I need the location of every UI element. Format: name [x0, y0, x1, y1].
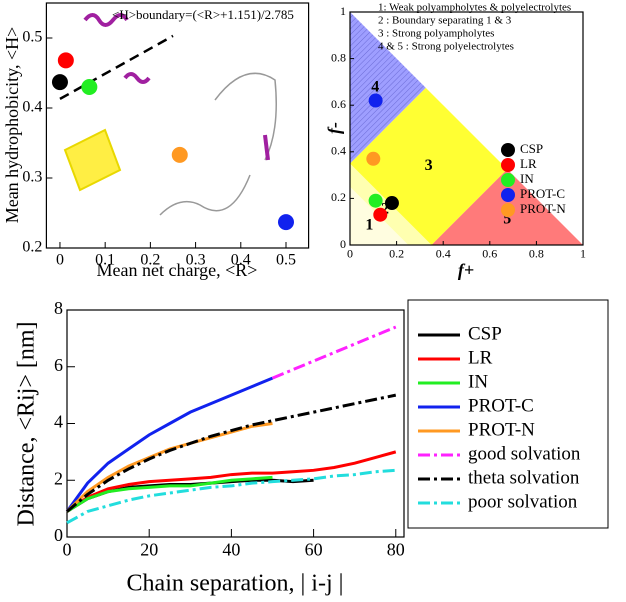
x-tick-label: 0.4: [436, 246, 451, 260]
x-tick-label: 60: [305, 540, 323, 560]
y-tick-label: 2: [54, 468, 63, 488]
point: [277, 214, 294, 231]
series-line: [271, 325, 397, 380]
note: 2 : Boundary separating 1 & 3: [378, 15, 512, 27]
y-tick-label: 0.8: [331, 50, 346, 64]
series-line: [66, 468, 396, 525]
region-label: 5: [503, 210, 511, 227]
y-tick-label: 0: [54, 525, 63, 545]
legend-label: IN: [520, 171, 534, 186]
helix-sketch: [263, 134, 270, 161]
sheet-sketch: [63, 128, 122, 192]
legend-marker: [501, 188, 515, 202]
note: 3 : Strong polyampholytes: [378, 28, 494, 40]
legend-label: theta solvation: [468, 467, 580, 488]
helix-sketch: [83, 13, 129, 27]
point: [81, 79, 98, 95]
y-tick-label: 0.2: [331, 190, 346, 204]
series-line: [65, 376, 274, 513]
point: [384, 196, 399, 211]
x-axis-label: Chain separation, | i-j |: [127, 571, 344, 597]
region: [350, 87, 508, 245]
region-hatch: [350, 12, 426, 164]
legend-label: LR: [520, 156, 537, 171]
y-tick-label: 1: [340, 4, 346, 18]
x-tick-label: 0.2: [140, 251, 160, 268]
annotation: <H>boundary=(<R>+1.151)/2.785: [112, 7, 294, 22]
point: [171, 146, 188, 163]
series-line: [66, 393, 397, 513]
x-tick-label: 1: [580, 246, 586, 260]
y-tick-label: 6: [54, 355, 63, 375]
x-tick-label: 0.1: [95, 251, 115, 268]
legend-label: PROT-N: [468, 419, 535, 440]
legend-label: CSP: [468, 323, 502, 344]
x-tick-label: 0.4: [231, 251, 251, 268]
legend-marker: [501, 158, 515, 172]
region-label: 4: [371, 78, 379, 95]
note: 4 & 5 : Strong polyelectrolytes: [378, 41, 514, 53]
protein-sketches: [63, 13, 277, 216]
y-tick-label: 0.2: [22, 239, 42, 256]
y-tick-label: 0.4: [331, 144, 346, 158]
point: [373, 207, 388, 222]
series-line: [65, 422, 273, 513]
x-tick-label: 0.3: [186, 251, 206, 268]
coil-sketch: [214, 72, 277, 161]
y-axis-label: Mean hydrophobicity, <H>: [2, 27, 22, 224]
x-tick-label: 0.2: [389, 246, 404, 260]
legend-marker: [501, 143, 515, 157]
point: [51, 74, 68, 91]
region-label: 2: [381, 201, 389, 218]
plot-frame: [349, 11, 584, 246]
region-label: 1: [365, 216, 373, 233]
series-line: [66, 450, 397, 513]
y-tick-label: 0.5: [22, 29, 42, 46]
y-axis-label: Distance, <Rij> [nm]: [14, 321, 40, 526]
legend-marker: [501, 173, 515, 187]
x-tick-label: 0: [63, 540, 72, 560]
x-tick-label: 40: [222, 540, 240, 560]
legend-label: LR: [468, 347, 493, 368]
legend-label: CSP: [520, 141, 543, 156]
legend-label: good solvation: [468, 443, 581, 464]
series-line: [66, 475, 273, 513]
point: [368, 93, 383, 108]
plot-frame: [45, 2, 310, 249]
legend-label: poor solvation: [468, 491, 578, 512]
y-tick-label: 0: [340, 237, 346, 251]
x-tick-label: 0.8: [529, 246, 544, 260]
coil-sketch: [159, 174, 251, 216]
x-tick-label: 0.6: [482, 246, 497, 260]
x-tick-label: 20: [140, 540, 158, 560]
y-axis-label: f-: [324, 122, 344, 134]
helix-sketch: [123, 72, 151, 84]
y-tick-label: 0.4: [22, 99, 42, 116]
legend-label: PROT-C: [468, 395, 534, 416]
boundary-line: [59, 34, 174, 100]
x-axis-label: f+: [458, 260, 474, 280]
region-label: 3: [425, 157, 433, 174]
x-tick-label: 0.5: [276, 251, 296, 268]
y-tick-label: 0.3: [22, 169, 42, 186]
legend-label: PROT-N: [520, 201, 566, 216]
y-tick-label: 4: [54, 412, 63, 432]
point: [366, 151, 381, 166]
x-tick-label: 0: [347, 246, 353, 260]
point: [368, 193, 383, 208]
note: 1: Weak polyampholytes & polyelectrolyte…: [378, 2, 571, 14]
legend-label: PROT-C: [520, 186, 565, 201]
legend-box: [407, 299, 609, 529]
legend-label: IN: [468, 371, 488, 392]
legend-marker: [501, 203, 515, 217]
y-tick-label: 8: [54, 298, 63, 318]
x-tick-label: 80: [387, 540, 405, 560]
y-tick-label: 0.6: [331, 97, 346, 111]
x-tick-label: 0: [56, 251, 64, 268]
point: [57, 52, 74, 69]
x-axis-label: Mean net charge, <R>: [97, 260, 258, 280]
